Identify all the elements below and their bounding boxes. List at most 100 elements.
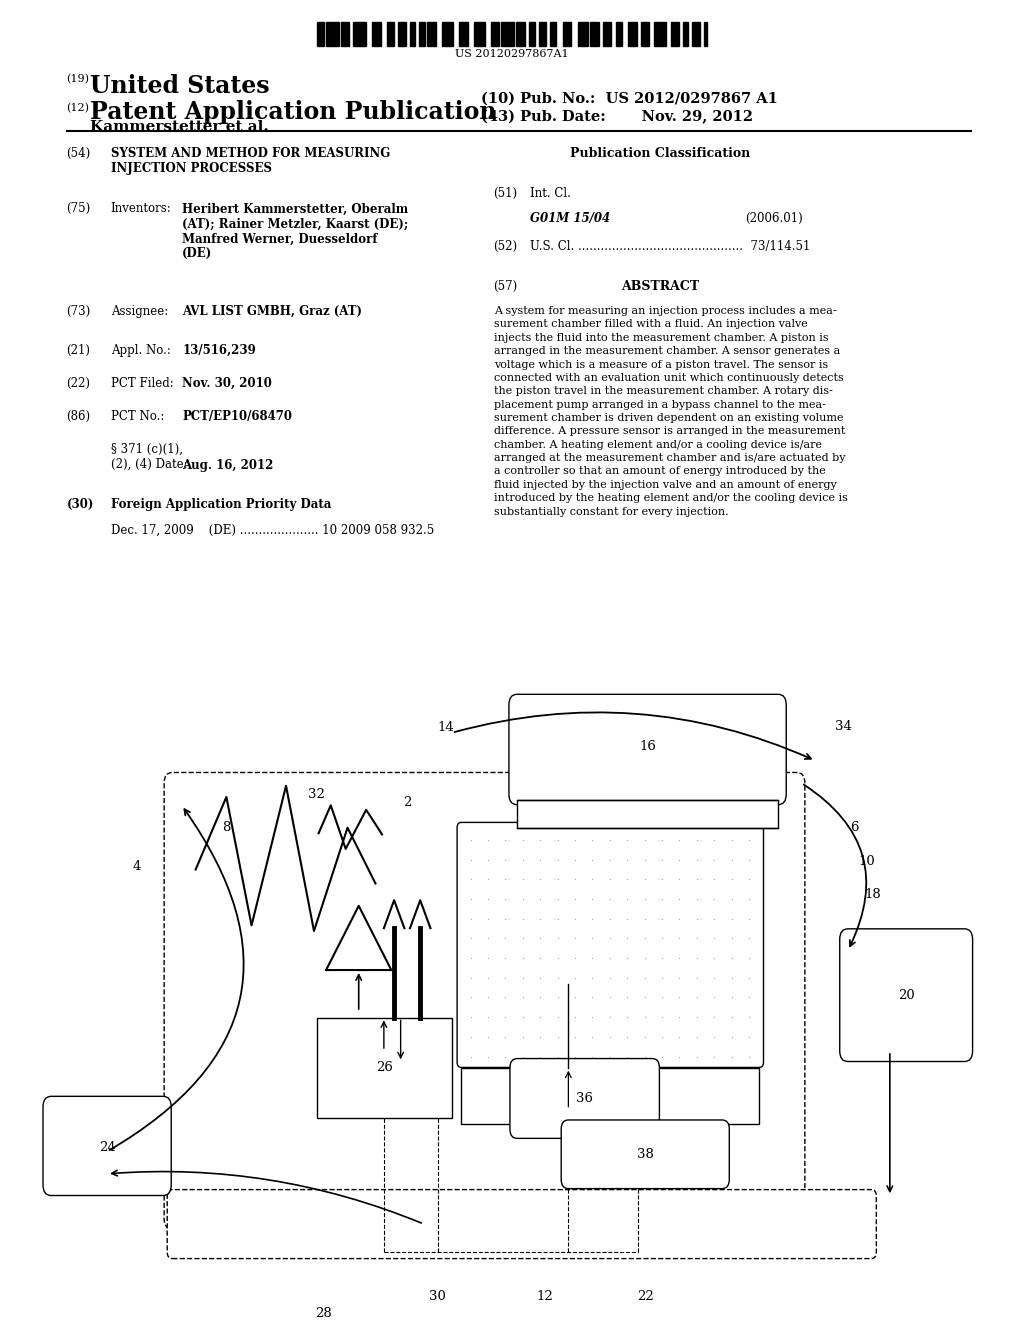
Text: (54): (54)	[67, 147, 91, 160]
Bar	[660, 22, 667, 46]
Bar	[529, 22, 531, 46]
Bar	[563, 22, 569, 46]
Bar	[459, 22, 464, 46]
Bar	[353, 22, 359, 46]
Bar	[359, 22, 367, 46]
Bar	[464, 22, 468, 46]
Bar	[411, 22, 413, 46]
Text: Publication Classification: Publication Classification	[570, 147, 751, 160]
Bar	[449, 22, 453, 46]
Text: ABSTRACT: ABSTRACT	[622, 280, 699, 293]
Bar	[531, 22, 536, 46]
Bar	[474, 22, 478, 46]
Text: AVL LIST GMBH, Graz (AT): AVL LIST GMBH, Graz (AT)	[182, 305, 362, 318]
Bar	[633, 22, 637, 46]
Bar	[540, 22, 544, 46]
Bar	[332, 22, 339, 46]
Bar	[317, 22, 324, 46]
Text: PCT Filed:: PCT Filed:	[111, 378, 173, 389]
FancyBboxPatch shape	[457, 822, 764, 1068]
FancyBboxPatch shape	[510, 1059, 659, 1138]
Bar	[379, 22, 381, 46]
Text: (57): (57)	[494, 280, 518, 293]
Text: Nov. 30, 2010: Nov. 30, 2010	[182, 378, 272, 389]
Text: PCT No.:: PCT No.:	[111, 411, 164, 422]
Text: 30: 30	[429, 1290, 446, 1303]
Bar	[427, 22, 429, 46]
Text: 34: 34	[835, 719, 852, 733]
FancyBboxPatch shape	[43, 1097, 171, 1196]
Bar	[423, 22, 425, 46]
Bar	[387, 22, 391, 46]
Text: Appl. No.:: Appl. No.:	[111, 345, 170, 358]
Text: (86): (86)	[67, 411, 91, 422]
Text: 18: 18	[864, 888, 882, 902]
Text: Patent Application Publication: Patent Application Publication	[90, 100, 497, 124]
Text: PCT/EP10/68470: PCT/EP10/68470	[182, 411, 292, 422]
Bar	[461, 1068, 760, 1123]
Bar	[677, 22, 679, 46]
Text: (51): (51)	[494, 186, 518, 199]
Text: 13/516,239: 13/516,239	[182, 345, 256, 358]
Bar	[343, 22, 349, 46]
Text: 36: 36	[575, 1092, 593, 1105]
Bar	[550, 22, 552, 46]
Bar	[615, 22, 620, 46]
Bar	[645, 22, 649, 46]
Text: 20: 20	[898, 989, 915, 1002]
Text: 12: 12	[537, 1290, 553, 1303]
Bar	[620, 22, 622, 46]
Bar	[544, 22, 546, 46]
Text: Kammerstetter et al.: Kammerstetter et al.	[90, 120, 269, 133]
Bar	[391, 22, 393, 46]
FancyBboxPatch shape	[509, 694, 786, 805]
Bar	[692, 22, 698, 46]
Text: A system for measuring an injection process includes a mea-
surement chamber fil: A system for measuring an injection proc…	[494, 306, 848, 516]
Text: Inventors:: Inventors:	[111, 202, 171, 215]
Bar	[569, 22, 571, 46]
Text: United States: United States	[90, 74, 269, 98]
Bar	[705, 22, 707, 46]
Bar	[490, 22, 493, 46]
Bar	[502, 22, 508, 46]
Bar	[478, 22, 484, 46]
Bar	[516, 22, 518, 46]
Text: US 20120297867A1: US 20120297867A1	[456, 49, 568, 58]
Bar	[493, 22, 500, 46]
Bar	[442, 22, 449, 46]
Bar	[326, 22, 332, 46]
Text: Aug. 16, 2012: Aug. 16, 2012	[182, 458, 273, 471]
Bar	[508, 22, 514, 46]
Text: (75): (75)	[67, 202, 91, 215]
Bar	[413, 22, 415, 46]
Bar	[578, 22, 584, 46]
Bar	[429, 22, 436, 46]
Text: (43) Pub. Date:       Nov. 29, 2012: (43) Pub. Date: Nov. 29, 2012	[481, 111, 754, 124]
Text: Heribert Kammerstetter, Oberalm
(AT); Rainer Metzler, Kaarst (DE);
Manfred Werne: Heribert Kammerstetter, Oberalm (AT); Ra…	[182, 202, 409, 260]
Text: 8: 8	[222, 821, 230, 834]
Bar	[590, 22, 595, 46]
Bar	[607, 22, 611, 46]
Bar	[671, 22, 677, 46]
Text: SYSTEM AND METHOD FOR MEASURING
INJECTION PROCESSES: SYSTEM AND METHOD FOR MEASURING INJECTIO…	[111, 147, 390, 176]
Text: (52): (52)	[494, 240, 518, 253]
Text: 6: 6	[850, 821, 859, 834]
Bar	[641, 22, 645, 46]
Bar	[402, 22, 407, 46]
Text: 14: 14	[438, 721, 455, 734]
Bar	[419, 22, 423, 46]
Bar	[517, 800, 778, 828]
Bar	[603, 22, 607, 46]
Bar	[685, 22, 687, 46]
Text: (30): (30)	[67, 498, 94, 511]
Text: 28: 28	[315, 1307, 332, 1320]
Bar	[584, 22, 588, 46]
Text: 32: 32	[308, 788, 326, 801]
Text: U.S. Cl. ............................................  73/114.51: U.S. Cl. ...............................…	[530, 240, 811, 253]
Bar	[373, 22, 379, 46]
Bar	[552, 22, 556, 46]
FancyBboxPatch shape	[167, 1189, 877, 1258]
Bar	[653, 22, 660, 46]
Text: Dec. 17, 2009    (DE) ..................... 10 2009 058 932.5: Dec. 17, 2009 (DE) .....................…	[111, 524, 434, 537]
Text: 10: 10	[858, 854, 874, 867]
